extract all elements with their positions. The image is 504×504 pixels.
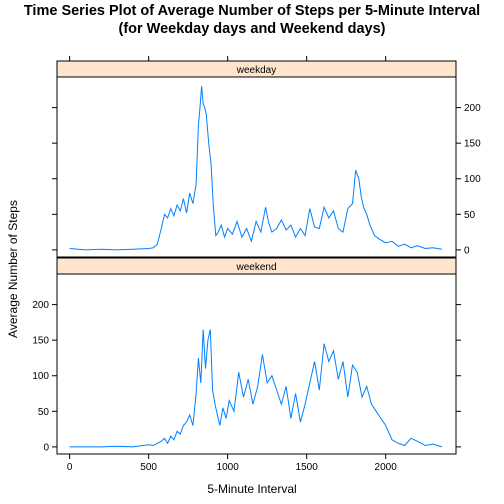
- y-tick-label: 0: [43, 442, 49, 453]
- x-tick-label: 0: [67, 462, 73, 473]
- y-tick-label: 150: [464, 139, 481, 150]
- y-tick-label: 200: [464, 103, 481, 114]
- y-tick-label: 200: [32, 300, 49, 311]
- y-tick-label: 100: [464, 174, 481, 185]
- panel-frame: [56, 76, 457, 258]
- series-line-weekday: [69, 86, 442, 251]
- x-axis: 0 500 1000 1500 2000: [67, 56, 397, 473]
- y-tick-label: 50: [464, 210, 476, 221]
- x-tick-label: 1000: [217, 462, 240, 473]
- x-tick-label: 500: [140, 462, 157, 473]
- chart-title: Time Series Plot of Average Number of St…: [23, 3, 481, 19]
- x-tick-label: 1500: [296, 462, 319, 473]
- y-tick-label: 50: [38, 407, 50, 418]
- panels-group: weekday 0 50 100 150 200 weekend 0 50 100 150 200: [32, 60, 481, 455]
- chart-subtitle: (for Weekday days and Weekend days): [118, 21, 386, 37]
- x-axis-label: 5-Minute Interval: [207, 482, 297, 496]
- y-tick-label: 0: [464, 245, 470, 256]
- panel-strip-label: weekend: [235, 262, 276, 273]
- y-axis-label: Average Number of Steps: [6, 200, 20, 338]
- x-tick-label: 2000: [375, 462, 398, 473]
- y-tick-label: 100: [32, 371, 49, 382]
- y-tick-label: 150: [32, 336, 49, 347]
- panel-strip-label: weekday: [236, 65, 276, 76]
- series-line-weekend: [69, 329, 442, 448]
- panel-frame: [56, 273, 457, 455]
